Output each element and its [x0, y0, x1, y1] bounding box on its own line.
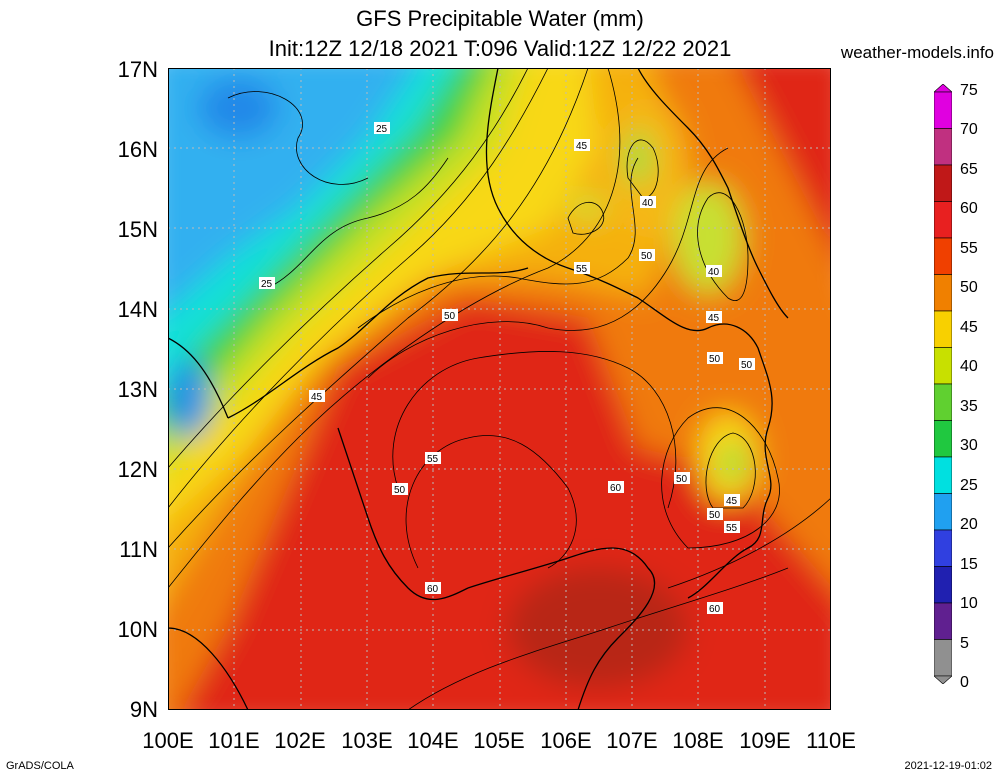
colorbar-label: 35	[960, 398, 978, 415]
lat-label: 17N	[117, 57, 158, 82]
colorbar-cell	[934, 164, 952, 202]
colorbar-cell	[934, 639, 952, 677]
contour-label: 60	[427, 584, 439, 595]
contour-label: 45	[726, 496, 738, 507]
contour-label: 60	[610, 483, 622, 494]
colorbar-cell	[934, 128, 952, 166]
colorbar-label: 60	[960, 200, 978, 217]
colorbar-cell	[934, 456, 952, 494]
lon-label: 103E	[341, 728, 393, 753]
contour-label: 50	[641, 251, 653, 262]
colorbar-cell	[934, 274, 952, 312]
colorbar-label: 45	[960, 319, 978, 336]
lon-label: 100E	[142, 728, 194, 753]
colorbar-label: 15	[960, 556, 978, 573]
lat-label: 13N	[117, 377, 158, 402]
lat-label: 12N	[117, 457, 158, 482]
colorbar-label: 5	[960, 635, 969, 652]
colorbar-cell	[934, 383, 952, 421]
contour-label: 45	[708, 313, 720, 324]
contour-label: 25	[376, 124, 388, 135]
colorbar-cell	[934, 529, 952, 567]
contour-label: 55	[726, 523, 738, 534]
lat-label: 10N	[117, 617, 158, 642]
contour-label: 40	[708, 267, 720, 278]
contour-label: 25	[261, 279, 273, 290]
footer-left: GrADS/COLA	[6, 760, 74, 772]
colorbar-cell	[934, 201, 952, 239]
footer-right: 2021-12-19-01:02	[904, 760, 992, 772]
contour-label: 50	[709, 510, 721, 521]
colorbar-label: 10	[960, 595, 978, 612]
colorbar-cell	[934, 91, 952, 129]
colorbar-label: 70	[960, 121, 978, 138]
colorbar-label: 65	[960, 161, 978, 178]
contour-label: 45	[311, 392, 323, 403]
colorbar-label: 50	[960, 279, 978, 296]
colorbar-cell	[934, 310, 952, 348]
contour-label: 50	[444, 311, 456, 322]
lon-label: 104E	[407, 728, 459, 753]
contour-label: 50	[741, 360, 753, 371]
contour-label: 50	[709, 354, 721, 365]
map-title: GFS Precipitable Water (mm)	[356, 6, 644, 31]
colorbar-label: 20	[960, 516, 978, 533]
colorbar-label: 75	[960, 82, 978, 99]
colorbar-cell	[934, 237, 952, 275]
contour-label: 50	[676, 474, 688, 485]
contour-label: 60	[709, 604, 721, 615]
contour-label: 55	[427, 454, 439, 465]
colorbar-label: 30	[960, 437, 978, 454]
lat-label: 16N	[117, 137, 158, 162]
lon-label: 110E	[806, 728, 856, 753]
precipitable-water-map: 25 25 45 45 40 40 45 50 50 50 50 50 55 5…	[168, 68, 831, 710]
colorbar-cell	[934, 566, 952, 604]
lat-label: 15N	[117, 217, 158, 242]
colorbar-label: 40	[960, 358, 978, 375]
colorbar-cell	[934, 420, 952, 458]
colorbar-cell	[934, 493, 952, 531]
contour-label: 55	[576, 264, 588, 275]
lon-label: 107E	[606, 728, 658, 753]
lon-label: 105E	[473, 728, 525, 753]
colorbar-label: 25	[960, 477, 978, 494]
colorbar-cell	[934, 602, 952, 640]
lat-label: 11N	[119, 537, 158, 562]
lon-label: 106E	[540, 728, 592, 753]
colorbar-label: 55	[960, 240, 978, 257]
contour-label: 45	[576, 141, 588, 152]
colorbar-cell	[934, 347, 952, 385]
contour-label: 50	[394, 485, 406, 496]
lon-label: 101E	[208, 728, 260, 753]
contour-label: 40	[642, 198, 654, 209]
colorbar-label: 0	[960, 674, 969, 691]
lon-label: 102E	[274, 728, 326, 753]
lon-label: 108E	[672, 728, 724, 753]
lat-label: 9N	[129, 697, 158, 722]
lon-label: 109E	[739, 728, 791, 753]
lat-label: 14N	[117, 297, 158, 322]
colorbar	[934, 84, 952, 684]
map-subtitle: Init:12Z 12/18 2021 T:096 Valid:12Z 12/2…	[268, 36, 732, 61]
site-label: weather-models.info	[840, 43, 994, 62]
